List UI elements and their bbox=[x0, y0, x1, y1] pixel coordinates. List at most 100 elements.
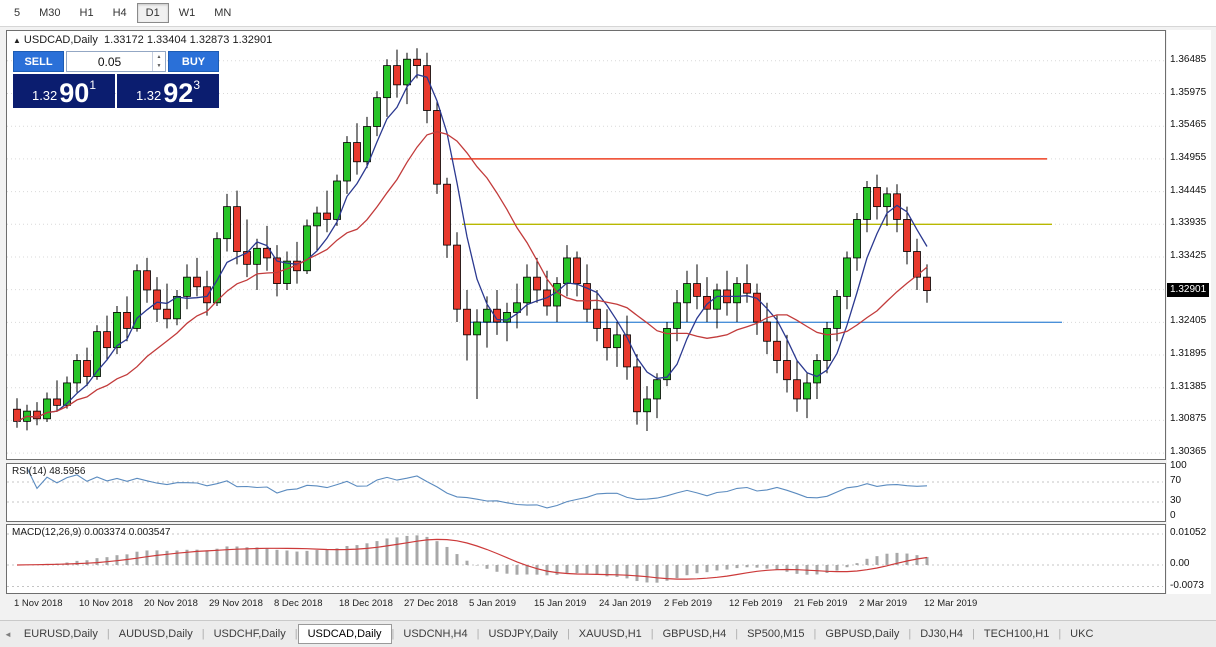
timeframe-button-d1[interactable]: D1 bbox=[136, 3, 169, 23]
macd-name: MACD(12,26,9) bbox=[12, 527, 82, 538]
chart-tab-usdjpy[interactable]: USDJPY,Daily bbox=[488, 628, 558, 640]
rsi-name: RSI(14) bbox=[12, 466, 47, 477]
buy-price-tile[interactable]: 1.32 92 3 bbox=[117, 74, 219, 108]
chart-tab-usdcad[interactable]: USDCAD,Daily bbox=[297, 624, 392, 644]
volume-stepper[interactable]: ▲ ▼ bbox=[152, 52, 165, 71]
sell-price-prefix: 1.32 bbox=[31, 88, 58, 103]
chart-tab-usdcnh[interactable]: USDCNH,H4 bbox=[403, 628, 468, 640]
rsi-label: RSI(14) 48.5956 bbox=[12, 466, 85, 477]
volume-value[interactable]: 0.05 bbox=[97, 54, 122, 69]
volume-field[interactable]: 0.05 ▲ ▼ bbox=[66, 51, 166, 72]
chart-tab-tech100[interactable]: TECH100,H1 bbox=[983, 628, 1050, 640]
time-axis-label: 12 Feb 2019 bbox=[729, 598, 783, 609]
time-axis-label: 18 Dec 2018 bbox=[339, 598, 393, 609]
time-axis-label: 24 Jan 2019 bbox=[599, 598, 652, 609]
timeframe-button-h4[interactable]: H4 bbox=[112, 7, 127, 19]
rsi-axis-label: 30 bbox=[1170, 495, 1182, 506]
timeframe-button-m30[interactable]: M30 bbox=[39, 7, 61, 19]
tab-separator: | bbox=[972, 628, 975, 640]
tab-separator: | bbox=[650, 628, 654, 640]
chart-tab-xauusd[interactable]: XAUUSD,H1 bbox=[578, 628, 642, 640]
tab-separator: | bbox=[294, 628, 298, 640]
macd-indicator-panel[interactable]: MACD(12,26,9) 0.003374 0.003547 bbox=[6, 524, 1166, 594]
tab-separator: | bbox=[391, 628, 395, 640]
rsi-indicator-panel[interactable]: RSI(14) 48.5956 bbox=[6, 463, 1166, 522]
sell-price-sup: 1 bbox=[89, 78, 97, 92]
macd-axis-label: 0.00 bbox=[1170, 558, 1190, 569]
buy-button[interactable]: BUY bbox=[168, 51, 219, 72]
time-axis-label: 10 Nov 2018 bbox=[79, 598, 133, 609]
buy-price-sup: 3 bbox=[193, 78, 201, 92]
time-axis-label: 2 Feb 2019 bbox=[664, 598, 713, 609]
sell-price-big: 90 bbox=[59, 78, 90, 109]
macd-axis-label: 0.01052 bbox=[1170, 526, 1207, 538]
macd-plot[interactable] bbox=[7, 525, 1163, 591]
tab-separator: | bbox=[476, 628, 480, 640]
candlestick-chart[interactable] bbox=[7, 31, 1165, 459]
chart-ohlc-values: 1.33172 1.33404 1.32873 1.32901 bbox=[104, 34, 273, 46]
tab-separator: | bbox=[908, 628, 912, 640]
time-axis-label: 5 Jan 2019 bbox=[469, 598, 517, 609]
one-click-trading-panel: SELL 0.05 ▲ ▼ BUY 1.32 90 1 1.32 bbox=[13, 51, 219, 108]
time-axis-label: 27 Dec 2018 bbox=[404, 598, 458, 609]
time-axis-label: 15 Jan 2019 bbox=[534, 598, 587, 609]
rsi-axis-label: 100 bbox=[1170, 460, 1187, 471]
buy-price-prefix: 1.32 bbox=[135, 88, 162, 103]
chart-tab-eurusd[interactable]: EURUSD,Daily bbox=[23, 628, 98, 640]
chart-tab-usdchf[interactable]: USDCHF,Daily bbox=[213, 628, 286, 640]
chart-tab-sp500[interactable]: SP500,M15 bbox=[747, 628, 805, 640]
chart-icon: ▲ bbox=[13, 36, 21, 45]
price-axis-label: 1.36485 bbox=[1170, 53, 1207, 65]
price-axis-label: 1.34445 bbox=[1170, 184, 1207, 196]
chart-tab-ukc[interactable]: UKC bbox=[1070, 628, 1094, 640]
timeframe-button-5[interactable]: 5 bbox=[14, 7, 21, 19]
price-axis-label: 1.33935 bbox=[1170, 217, 1207, 229]
current-price-badge: 1.32901 bbox=[1167, 282, 1210, 297]
sell-button[interactable]: SELL bbox=[13, 51, 64, 72]
tab-separator: | bbox=[106, 628, 110, 640]
macd-label: MACD(12,26,9) 0.003374 0.003547 bbox=[12, 527, 170, 538]
time-axis[interactable]: 1 Nov 2018 10 Nov 2018 20 Nov 2018 29 Nov 2… bbox=[6, 596, 1211, 614]
price-axis-label: 1.30875 bbox=[1170, 413, 1207, 425]
price-axis-label: 1.33425 bbox=[1170, 249, 1207, 261]
time-axis-label: 12 Mar 2019 bbox=[924, 598, 978, 609]
chart-title: ▲ USDCAD,Daily 1.33172 1.33404 1.32873 1.… bbox=[13, 34, 272, 46]
rsi-value: 48.5956 bbox=[49, 466, 86, 477]
volume-up-icon[interactable]: ▲ bbox=[156, 53, 162, 60]
macd-values: 0.003374 0.003547 bbox=[84, 527, 171, 538]
main-chart-panel[interactable]: ▲ USDCAD,Daily 1.33172 1.33404 1.32873 1.… bbox=[6, 30, 1166, 460]
timeframe-button-w1[interactable]: W1 bbox=[178, 7, 196, 19]
buy-price-big: 92 bbox=[163, 78, 194, 109]
time-axis-label: 1 Nov 2018 bbox=[14, 598, 63, 609]
timeframe-button-mn[interactable]: MN bbox=[214, 7, 232, 19]
price-axis-label: 1.31385 bbox=[1170, 380, 1207, 392]
chart-tab-audusd[interactable]: AUDUSD,Daily bbox=[118, 628, 193, 640]
tab-separator: | bbox=[1058, 628, 1062, 640]
chart-tab-gbpusd[interactable]: GBPUSD,Daily bbox=[825, 628, 900, 640]
time-axis-label: 29 Nov 2018 bbox=[209, 598, 263, 609]
chart-tab-gbpusd[interactable]: GBPUSD,H4 bbox=[662, 628, 727, 640]
timeframe-toolbar: 5 M30 H1 H4 D1 W1 MN bbox=[0, 0, 1216, 27]
price-axis-label: 1.35975 bbox=[1170, 86, 1207, 98]
price-axis-label: 1.32405 bbox=[1170, 315, 1207, 327]
price-axis-label: 1.31895 bbox=[1170, 348, 1207, 360]
rsi-plot[interactable] bbox=[7, 464, 1163, 519]
time-axis-label: 8 Dec 2018 bbox=[274, 598, 323, 609]
time-axis-label: 21 Feb 2019 bbox=[794, 598, 848, 609]
chart-tab-bar: ◄ EURUSD,Daily | AUDUSD,Daily | USDCHF,Daily |… bbox=[0, 620, 1216, 647]
sell-price-tile[interactable]: 1.32 90 1 bbox=[13, 74, 115, 108]
price-axis[interactable]: 1.36485 1.35975 1.35465 1.34955 1.34445 1.339… bbox=[1167, 30, 1211, 594]
chart-symbol-label: USDCAD,Daily bbox=[23, 34, 98, 46]
time-axis-label: 2 Mar 2019 bbox=[859, 598, 908, 609]
price-axis-label: 1.35465 bbox=[1170, 119, 1207, 131]
volume-down-icon[interactable]: ▼ bbox=[156, 63, 162, 70]
price-axis-label: 1.34955 bbox=[1170, 151, 1207, 163]
timeframe-button-h1[interactable]: H1 bbox=[79, 7, 94, 19]
rsi-axis-label: 70 bbox=[1170, 475, 1182, 486]
tab-separator: | bbox=[735, 628, 739, 640]
tab-separator: | bbox=[566, 628, 570, 640]
macd-axis-label: -0.0073 bbox=[1170, 579, 1204, 591]
rsi-axis-label: 0 bbox=[1170, 510, 1176, 521]
tab-scroll-left-icon[interactable]: ◄ bbox=[4, 629, 12, 639]
chart-tab-dj30[interactable]: DJ30,H4 bbox=[920, 628, 964, 640]
